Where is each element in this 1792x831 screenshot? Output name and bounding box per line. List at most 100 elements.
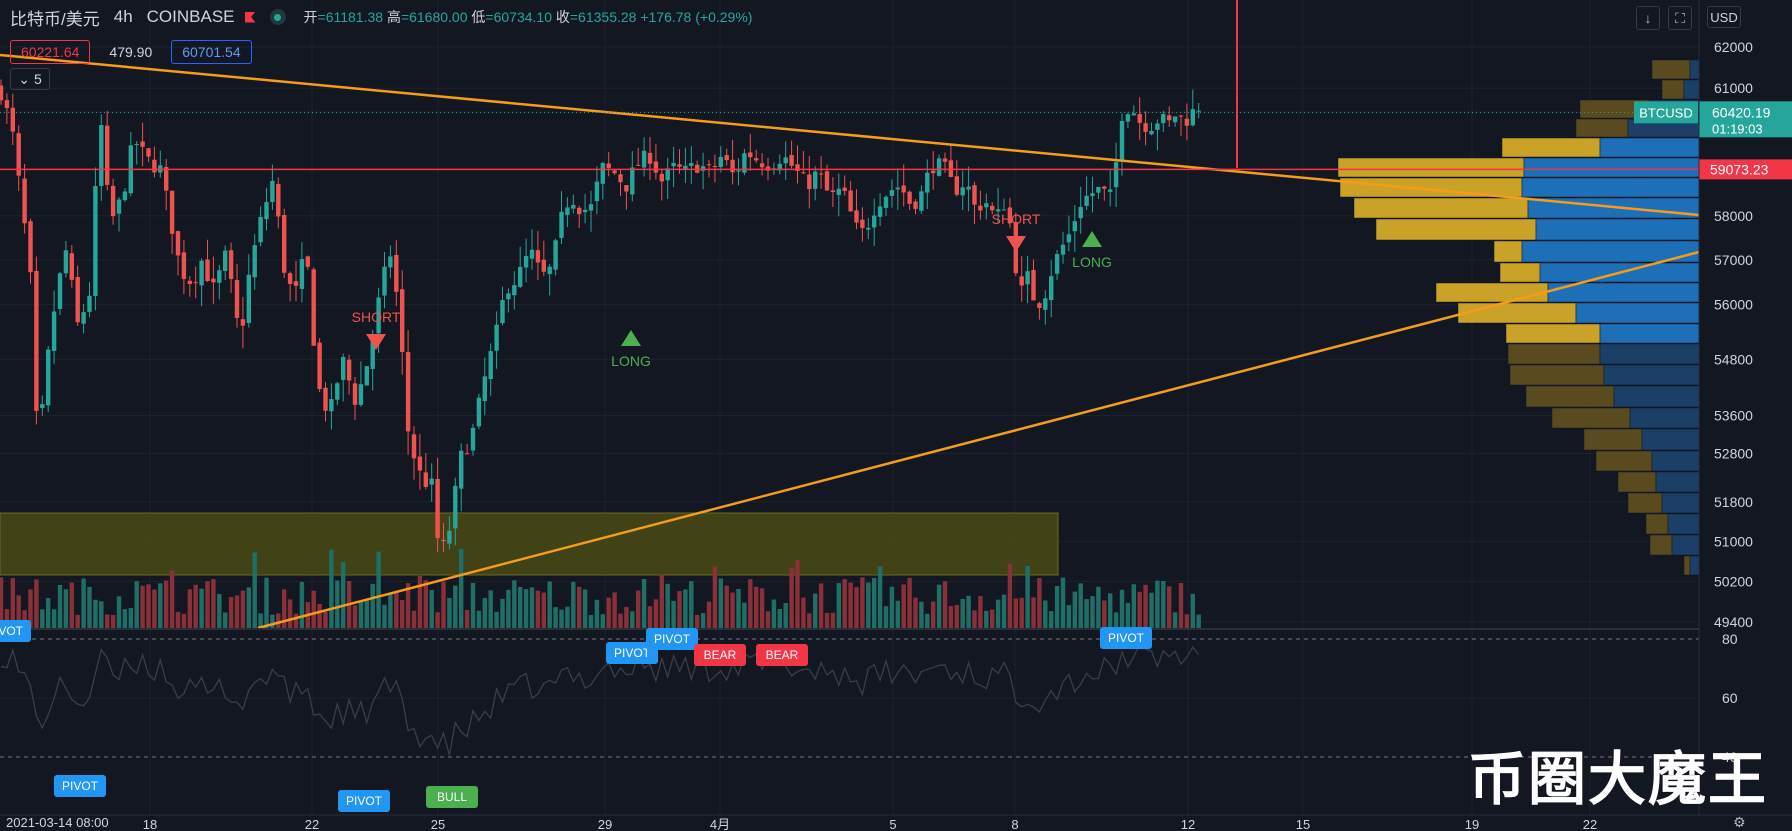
volume-bar-167 xyxy=(984,610,989,629)
expand-icon: ⛶ xyxy=(1675,9,1685,26)
volume-bar-48 xyxy=(282,589,287,629)
volume-bar-115 xyxy=(677,591,682,629)
vp-bar-up-22 xyxy=(1667,513,1700,535)
candle-body-92 xyxy=(541,259,546,272)
volume-bar-29 xyxy=(169,570,175,629)
volume-bar-12 xyxy=(69,582,74,629)
ask-price[interactable]: 60701.54 xyxy=(171,40,252,64)
symbol-header[interactable]: 比特币/美元 4h COINBASE 开=61181.38 高=61680.00… xyxy=(10,6,753,29)
volume-bar-185 xyxy=(1090,596,1095,629)
time-tick-6: 8 xyxy=(1011,817,1018,831)
vp-bar-up-15 xyxy=(1603,364,1700,386)
candle-body-162 xyxy=(954,176,959,195)
volume-bar-203 xyxy=(1196,614,1201,629)
candle-body-168 xyxy=(990,205,995,211)
volume-bar-109 xyxy=(641,579,647,629)
candle-body-72 xyxy=(423,472,428,487)
osc-marker-4 xyxy=(694,644,746,666)
candle-body-15 xyxy=(87,295,92,312)
bid-price[interactable]: 60221.64 xyxy=(10,40,91,64)
fullscreen-button[interactable]: ⛶ xyxy=(1668,6,1692,30)
gear-icon[interactable]: ⚙ xyxy=(1733,814,1746,830)
vp-bar-down-6 xyxy=(1339,177,1523,198)
timeframe[interactable]: 4h xyxy=(113,7,133,26)
download-button[interactable]: ↓ xyxy=(1636,6,1660,30)
volume-bar-142 xyxy=(836,583,841,629)
vp-bar-up-6 xyxy=(1521,177,1700,198)
currency-selector[interactable]: USD xyxy=(1707,6,1741,28)
flag-icon[interactable] xyxy=(244,11,256,23)
candle-body-109 xyxy=(641,150,647,168)
volume-bar-151 xyxy=(889,586,895,629)
candle-body-85 xyxy=(500,300,505,324)
candle-body-87 xyxy=(512,285,517,296)
time-axis-bg xyxy=(0,815,1792,831)
volume-bar-56 xyxy=(329,549,334,629)
volume-bar-144 xyxy=(848,582,853,629)
vp-bar-up-0 xyxy=(1689,59,1700,80)
time-tick-5: 5 xyxy=(889,817,896,831)
volume-bar-43 xyxy=(252,552,257,629)
volume-bar-28 xyxy=(164,580,169,629)
volume-bar-200 xyxy=(1178,583,1184,629)
candle-body-32 xyxy=(187,280,192,285)
volume-bar-57 xyxy=(335,580,340,629)
volume-bar-192 xyxy=(1131,584,1136,629)
symbol-name[interactable]: 比特币/美元 xyxy=(10,9,100,29)
volume-bar-134 xyxy=(789,567,794,629)
vp-bar-up-8 xyxy=(1535,218,1700,241)
volume-bar-62 xyxy=(364,599,369,629)
volume-bar-193 xyxy=(1137,591,1142,629)
volume-bar-174 xyxy=(1025,566,1030,629)
volume-bar-13 xyxy=(75,614,80,629)
volume-bar-119 xyxy=(700,613,706,629)
volume-bar-99 xyxy=(582,589,588,629)
candle-body-189 xyxy=(1113,162,1119,188)
candle-body-52 xyxy=(305,256,310,267)
close-value: =61355.28 xyxy=(569,9,637,25)
volume-bar-122 xyxy=(718,578,723,629)
volume-bar-8 xyxy=(46,598,51,629)
volume-bar-85 xyxy=(500,598,505,629)
volume-bar-118 xyxy=(695,614,700,629)
volume-bar-179 xyxy=(1054,585,1060,629)
candle-body-199 xyxy=(1172,116,1178,123)
candle-body-119 xyxy=(700,166,706,171)
candle-body-59 xyxy=(346,359,352,381)
volume-bar-110 xyxy=(647,606,653,629)
signal-marker-0 xyxy=(366,334,386,350)
open-label: 开 xyxy=(303,9,318,25)
volume-bar-63 xyxy=(370,583,375,629)
candle-body-117 xyxy=(689,163,694,166)
volume-bar-141 xyxy=(830,612,836,629)
candle-body-97 xyxy=(571,204,576,209)
time-tick-4: 4月 xyxy=(710,817,730,831)
ohlc-values: 开=61181.38 高=61680.00 低=60734.10 收=61355… xyxy=(304,7,753,27)
volume-bar-113 xyxy=(665,583,670,629)
price-tick-1: 61000 xyxy=(1714,80,1753,96)
vp-bar-up-16 xyxy=(1613,385,1700,408)
candle-body-135 xyxy=(795,164,800,172)
volume-bar-20 xyxy=(116,596,122,629)
osc-marker-label-7: PIVOT xyxy=(346,794,383,808)
candle-body-151 xyxy=(889,190,895,196)
candle-body-25 xyxy=(146,148,151,157)
vp-bar-down-0 xyxy=(1651,59,1691,80)
volume-bar-95 xyxy=(559,609,564,629)
candle-body-200 xyxy=(1178,115,1184,117)
volume-bar-143 xyxy=(842,579,847,629)
vp-bar-up-1 xyxy=(1683,79,1700,100)
candle-body-86 xyxy=(506,293,511,300)
volume-bar-187 xyxy=(1102,600,1107,629)
indicator-count: 5 xyxy=(33,71,42,87)
volume-bar-114 xyxy=(671,600,676,629)
candle-body-125 xyxy=(736,170,741,172)
indicators-toggle[interactable]: ⌄ 5 xyxy=(10,68,50,90)
candle-body-183 xyxy=(1078,206,1083,219)
candle-body-54 xyxy=(317,342,322,389)
candle-body-107 xyxy=(630,167,635,195)
volume-bar-163 xyxy=(960,598,965,629)
vp-bar-up-19 xyxy=(1651,450,1700,472)
vp-bar-down-10 xyxy=(1499,262,1541,283)
